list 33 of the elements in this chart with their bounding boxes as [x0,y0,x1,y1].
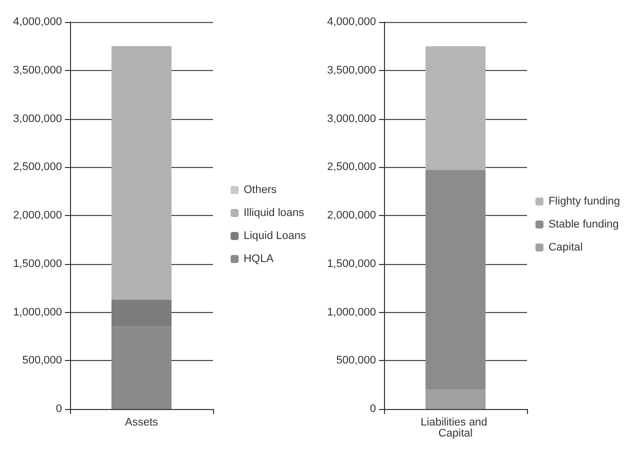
y-tick-label: 3,000,000 [327,112,376,125]
bar [425,46,486,170]
y-tick-label: 0 [370,403,376,415]
y-tick-label: 3,000,000 [13,112,62,125]
y-tick-label: 1,000,000 [327,306,376,318]
y-tick-label: 4,000,000 [327,16,376,28]
y-tick-label: 2,500,000 [327,161,376,174]
y-tick-label: 1,500,000 [327,258,376,270]
y-tick-label: 2,000,000 [327,210,376,222]
legend-label: Flighty funding [548,196,620,208]
y-tick-label: 3,500,000 [13,64,62,76]
legend-label: Liquid Loans [244,230,306,242]
y-tick-label: 1,500,000 [13,258,62,270]
y-tick-label: 4,000,000 [13,16,62,28]
legend-label: HQLA [244,253,274,265]
y-tick-label: 500,000 [336,354,376,367]
bar [111,326,172,409]
y-tick-label: 0 [56,403,62,415]
legend-label: Stable funding [548,218,619,230]
y-tick-label: 1,000,000 [13,306,62,318]
legend-label: Illiquid loans [244,207,305,219]
y-tick-label: 2,500,000 [13,161,62,174]
x-tick-label: Liabilities and Capital [420,416,490,440]
bar [425,170,486,390]
y-tick-label: 500,000 [22,354,62,367]
legend-label: Others [244,184,278,196]
x-tick-label: Assets [124,416,159,428]
bar [425,390,486,409]
bar [111,300,172,327]
y-tick-label: 2,000,000 [13,210,62,222]
legend-label: Capital [548,242,583,254]
bar [111,46,172,300]
y-tick-label: 3,500,000 [327,64,376,76]
